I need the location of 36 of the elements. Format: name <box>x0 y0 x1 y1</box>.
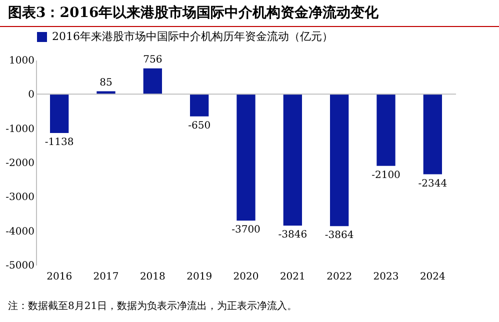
text: 注：数据截至8月21日，数据为负表示净流出，为正表示净流入。 <box>7 300 298 313</box>
data-label: -1138 <box>44 137 74 148</box>
x-tick-label: 2022 <box>326 272 352 282</box>
data-label: -2100 <box>372 170 400 181</box>
data-label: -3846 <box>278 230 308 241</box>
data-label: -3700 <box>232 224 260 236</box>
y-tick-label: -5000 <box>6 260 34 272</box>
bar <box>330 94 349 226</box>
chart-title: 图表3：2016年以来港股市场国际中介机构资金净流动变化 <box>0 0 499 27</box>
bar <box>190 94 209 116</box>
x-tick-label: 2024 <box>420 272 446 282</box>
data-label: -2344 <box>418 178 448 190</box>
bar <box>143 68 162 94</box>
bar <box>423 94 442 174</box>
x-tick-label: 2017 <box>93 272 119 282</box>
data-label: 756 <box>143 54 162 66</box>
data-label: -650 <box>188 120 211 132</box>
y-tick-label: -1000 <box>6 124 34 135</box>
bar <box>236 94 256 221</box>
x-tick-label: 2019 <box>186 272 212 282</box>
data-label: -3864 <box>324 230 354 242</box>
y-tick-label: -3000 <box>6 192 34 204</box>
x-tick-label: 2020 <box>233 272 259 282</box>
legend-label: 2016年来港股市场中国际中介机构历年资金流动（亿元） <box>52 30 333 43</box>
y-tick-label: -4000 <box>6 226 34 238</box>
bar <box>50 94 69 134</box>
x-tick-label: 2023 <box>373 272 399 282</box>
y-tick-label: -2000 <box>6 158 34 169</box>
data-label: 85 <box>100 77 112 88</box>
y-tick-label: 1000 <box>9 56 34 66</box>
x-tick-label: 2016 <box>46 272 72 282</box>
x-tick-label: 2021 <box>280 272 306 282</box>
bar <box>376 94 396 166</box>
bar <box>283 94 302 226</box>
y-tick-label: 0 <box>28 90 34 101</box>
x-tick-label: 2018 <box>140 272 166 282</box>
